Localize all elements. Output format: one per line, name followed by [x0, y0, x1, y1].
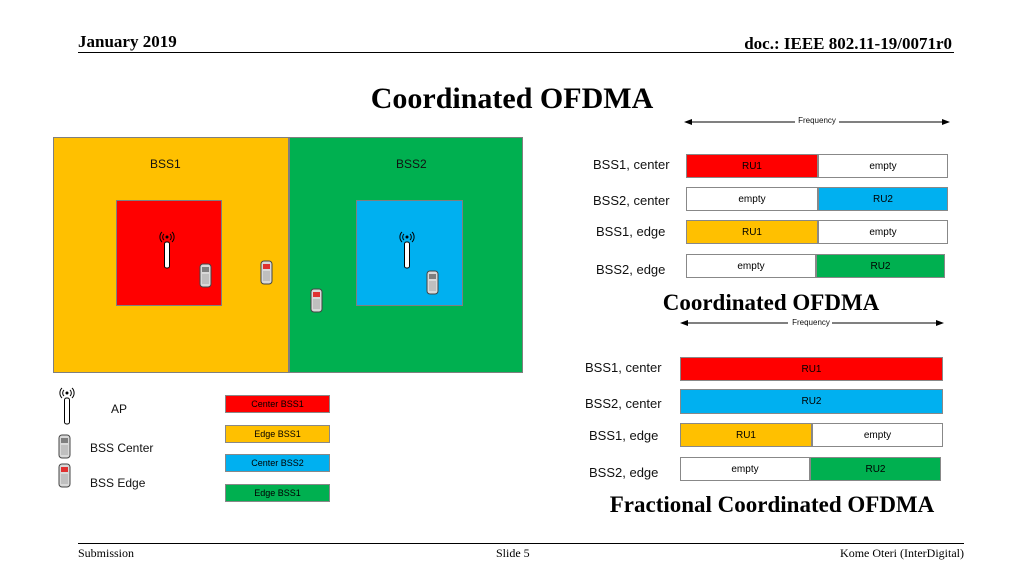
legend-edge-bss-green: Edge BSS1: [225, 484, 330, 502]
legend-center-bss2: Center BSS2: [225, 454, 330, 472]
header-date: January 2019: [78, 32, 177, 51]
footer-divider: [78, 543, 964, 544]
t1-row3-label: BSS1, edge: [596, 224, 666, 239]
t2-row3-empty: empty: [812, 423, 943, 447]
footer-slide-number: Slide 5: [496, 546, 530, 560]
footer-submission: Submission: [78, 546, 135, 560]
t2-row4-label: BSS2, edge: [589, 465, 659, 480]
legend-bss-center-icon: [58, 434, 71, 459]
t2-row3-label: BSS1, edge: [589, 428, 659, 443]
ap-icon: [159, 231, 175, 269]
t1-row3-empty: empty: [818, 220, 948, 244]
t2-row1-ru1: RU1: [680, 357, 943, 381]
bss-center-station-icon: [426, 270, 439, 295]
t1-row4-empty: empty: [686, 254, 816, 278]
legend-bss-edge-label: BSS Edge: [90, 476, 146, 490]
frequency-label-1: Frequency: [798, 116, 836, 125]
t1-row2-label: BSS2, center: [593, 193, 670, 208]
page-title: Coordinated OFDMA: [370, 82, 654, 115]
t1-row1-empty: empty: [818, 154, 948, 178]
bss2-label: BSS2: [396, 157, 427, 171]
legend-ap-icon: [59, 387, 75, 425]
footer-author: Kome Oteri (InterDigital): [840, 546, 964, 560]
bss-edge-station-icon: [310, 288, 323, 313]
bss1-label: BSS1: [150, 157, 181, 171]
t1-row1-ru1: RU1: [686, 154, 818, 178]
t1-row4-ru2: RU2: [816, 254, 945, 278]
frequency-arrow-2: [680, 318, 944, 328]
t2-row3-ru1: RU1: [680, 423, 812, 447]
bss-edge-station-icon: [260, 260, 273, 285]
t1-row4-label: BSS2, edge: [596, 262, 666, 277]
header-divider: [78, 52, 954, 53]
frequency-arrow-1: [684, 117, 950, 127]
t1-row2-empty: empty: [686, 187, 818, 211]
t2-row1-label: BSS1, center: [585, 360, 662, 375]
t2-row2-ru2: RU2: [680, 389, 943, 414]
t2-row4-ru2: RU2: [810, 457, 941, 481]
t1-row1-label: BSS1, center: [593, 157, 670, 172]
legend-ap-label: AP: [111, 402, 128, 416]
frequency-label-2: Frequency: [792, 318, 830, 327]
t1-row2-ru2: RU2: [818, 187, 948, 211]
legend-edge-bss1: Edge BSS1: [225, 425, 330, 443]
legend-bss-center-label: BSS Center: [90, 441, 154, 455]
section-title-fractional: Fractional Coordinated OFDMA: [609, 492, 935, 517]
ap-icon: [399, 231, 415, 269]
t1-row3-ru1: RU1: [686, 220, 818, 244]
header-doc-id: doc.: IEEE 802.11-19/0071r0: [744, 34, 952, 53]
section-title-coordinated: Coordinated OFDMA: [662, 290, 880, 315]
legend-bss-edge-icon: [58, 463, 71, 488]
t2-row2-label: BSS2, center: [585, 396, 662, 411]
t2-row4-empty: empty: [680, 457, 810, 481]
bss-center-station-icon: [199, 263, 212, 288]
legend-center-bss1: Center BSS1: [225, 395, 330, 413]
